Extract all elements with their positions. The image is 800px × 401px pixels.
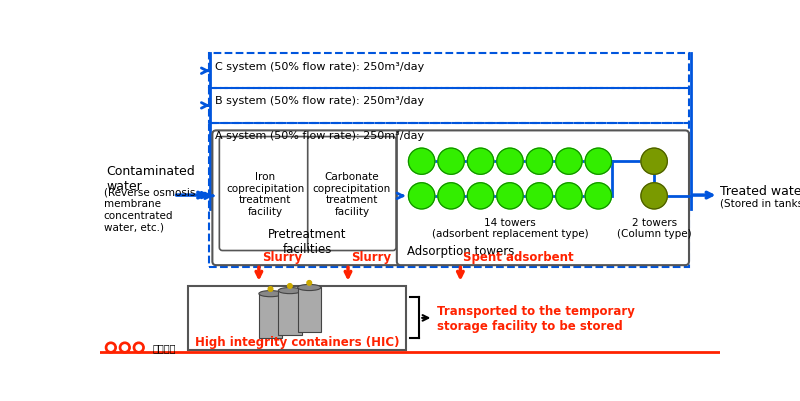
Text: B system (50% flow rate): 250m³/day: B system (50% flow rate): 250m³/day (214, 96, 424, 106)
Circle shape (409, 183, 435, 209)
Circle shape (307, 281, 311, 286)
FancyBboxPatch shape (298, 288, 321, 332)
Circle shape (268, 287, 273, 292)
Circle shape (122, 345, 127, 350)
Text: Spent adsorbent: Spent adsorbent (463, 250, 574, 263)
Ellipse shape (259, 291, 282, 297)
Text: A system (50% flow rate): 250m³/day: A system (50% flow rate): 250m³/day (214, 131, 424, 141)
Text: 東京電力: 東京電力 (153, 343, 176, 352)
Text: Slurry: Slurry (262, 250, 302, 263)
Ellipse shape (278, 288, 302, 294)
Circle shape (438, 149, 464, 175)
Circle shape (497, 149, 523, 175)
FancyBboxPatch shape (219, 137, 310, 251)
Circle shape (641, 183, 667, 209)
FancyBboxPatch shape (212, 131, 402, 265)
Circle shape (585, 183, 611, 209)
Ellipse shape (298, 285, 321, 291)
Text: Slurry: Slurry (351, 250, 391, 263)
Bar (187, 286, 406, 350)
Circle shape (134, 342, 144, 353)
Circle shape (526, 183, 553, 209)
Circle shape (467, 183, 494, 209)
Text: Adsorption towers: Adsorption towers (407, 245, 514, 258)
FancyBboxPatch shape (278, 291, 302, 335)
Circle shape (438, 183, 464, 209)
Circle shape (287, 284, 292, 289)
Circle shape (556, 183, 582, 209)
Circle shape (556, 149, 582, 175)
Text: Treated water: Treated water (720, 184, 800, 197)
Circle shape (641, 149, 667, 175)
Circle shape (409, 149, 435, 175)
Circle shape (136, 345, 142, 350)
Circle shape (106, 342, 116, 353)
Circle shape (119, 342, 130, 353)
Circle shape (108, 345, 114, 350)
Text: Contaminated
water: Contaminated water (106, 165, 195, 192)
Text: High integrity containers (HIC): High integrity containers (HIC) (194, 335, 399, 348)
Text: Iron
coprecipitation
treatment
facility: Iron coprecipitation treatment facility (226, 172, 304, 217)
Text: (Stored in tanks, etc.): (Stored in tanks, etc.) (720, 198, 800, 208)
FancyBboxPatch shape (259, 294, 282, 338)
Text: 14 towers
(adsorbent replacement type): 14 towers (adsorbent replacement type) (432, 217, 588, 239)
Text: 2 towers
(Column type): 2 towers (Column type) (617, 217, 691, 239)
Circle shape (497, 183, 523, 209)
Text: (Reverse osmosis
membrane
concentrated
water, etc.): (Reverse osmosis membrane concentrated w… (104, 187, 195, 232)
Text: C system (50% flow rate): 250m³/day: C system (50% flow rate): 250m³/day (214, 62, 424, 71)
FancyBboxPatch shape (397, 131, 689, 265)
Circle shape (585, 149, 611, 175)
Text: Carbonate
coprecipitation
treatment
facility: Carbonate coprecipitation treatment faci… (313, 172, 391, 217)
Circle shape (526, 149, 553, 175)
Text: Pretreatment
facilities: Pretreatment facilities (268, 228, 346, 255)
Circle shape (467, 149, 494, 175)
FancyBboxPatch shape (308, 137, 396, 251)
Text: Transported to the temporary
storage facility to be stored: Transported to the temporary storage fac… (437, 304, 635, 332)
